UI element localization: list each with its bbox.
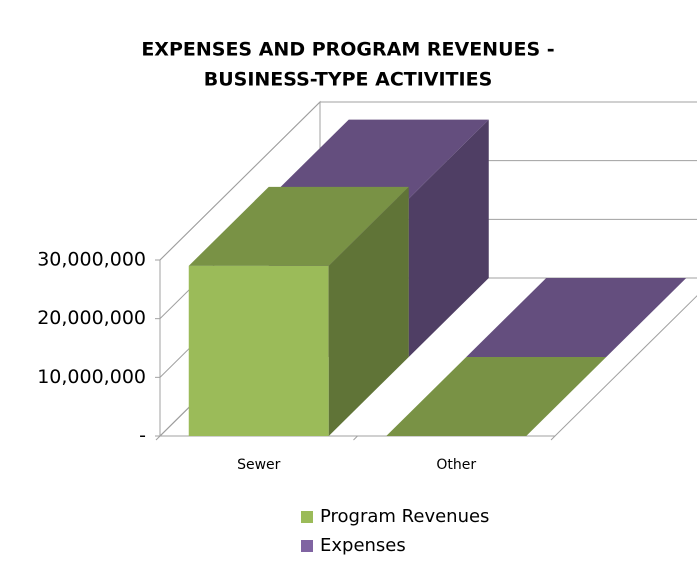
x-tick-label: Sewer [237, 457, 281, 473]
chart-title: BUSINESS-TYPE ACTIVITIES [204, 69, 493, 91]
legend-label: Expenses [320, 535, 406, 556]
bar-side [328, 186, 409, 436]
bar-top [188, 186, 409, 266]
bar-front [188, 265, 329, 436]
chart-title: EXPENSES AND PROGRAM REVENUES - [141, 39, 554, 61]
tick-mark [353, 435, 358, 441]
grid-line [159, 101, 697, 261]
bar-side [408, 119, 489, 357]
y-tick-label: - [139, 425, 146, 447]
legend-swatch [301, 540, 313, 552]
bar-top [466, 278, 687, 357]
y-tick-label: 20,000,000 [37, 307, 146, 329]
legend-swatch [301, 511, 313, 523]
x-tick-label: Other [436, 457, 476, 473]
bar-top [386, 357, 607, 436]
legend-label: Program Revenues [320, 506, 489, 527]
bar-top [268, 119, 489, 199]
y-tick-label: 10,000,000 [37, 366, 146, 388]
tick-mark [155, 435, 161, 441]
tick-mark [550, 435, 556, 441]
y-tick-label: 30,000,000 [37, 249, 146, 271]
